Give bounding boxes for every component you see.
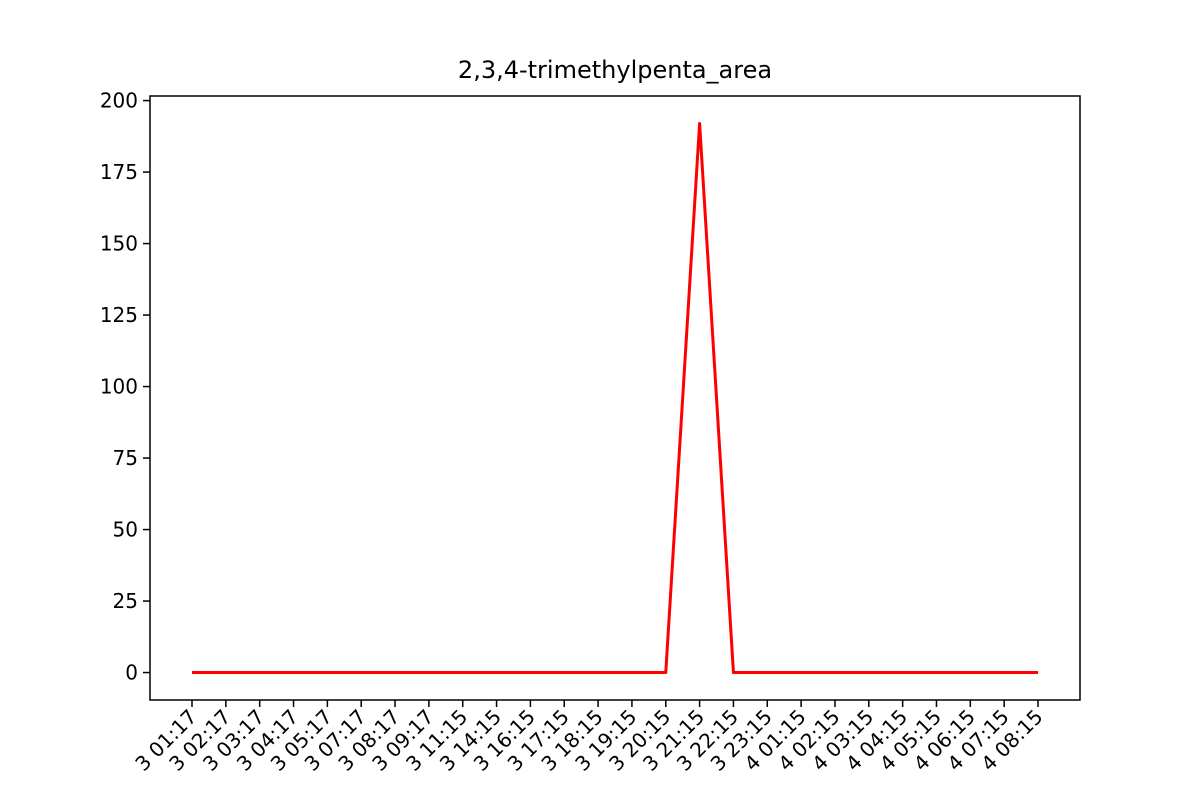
y-tick-label: 175 <box>100 160 138 184</box>
y-tick-label: 150 <box>100 232 138 256</box>
series-line <box>192 121 1038 675</box>
y-tick-label: 200 <box>100 89 138 113</box>
y-tick-label: 125 <box>100 303 138 327</box>
y-tick-label: 75 <box>113 446 138 470</box>
y-axis: 0 25 50 75 100 125 150 175 200 <box>100 89 150 685</box>
chart-title: 2,3,4-trimethylpenta_area <box>458 56 772 84</box>
series-layer <box>192 121 1038 675</box>
y-tick-label: 50 <box>113 518 138 542</box>
y-tick-label: 100 <box>100 375 138 399</box>
y-tick-label: 0 <box>125 661 138 685</box>
x-axis: 3 01:173 02:173 03:173 04:173 05:173 07:… <box>130 700 1048 776</box>
y-tick-label: 25 <box>113 589 138 613</box>
plot-frame <box>149 95 1081 701</box>
